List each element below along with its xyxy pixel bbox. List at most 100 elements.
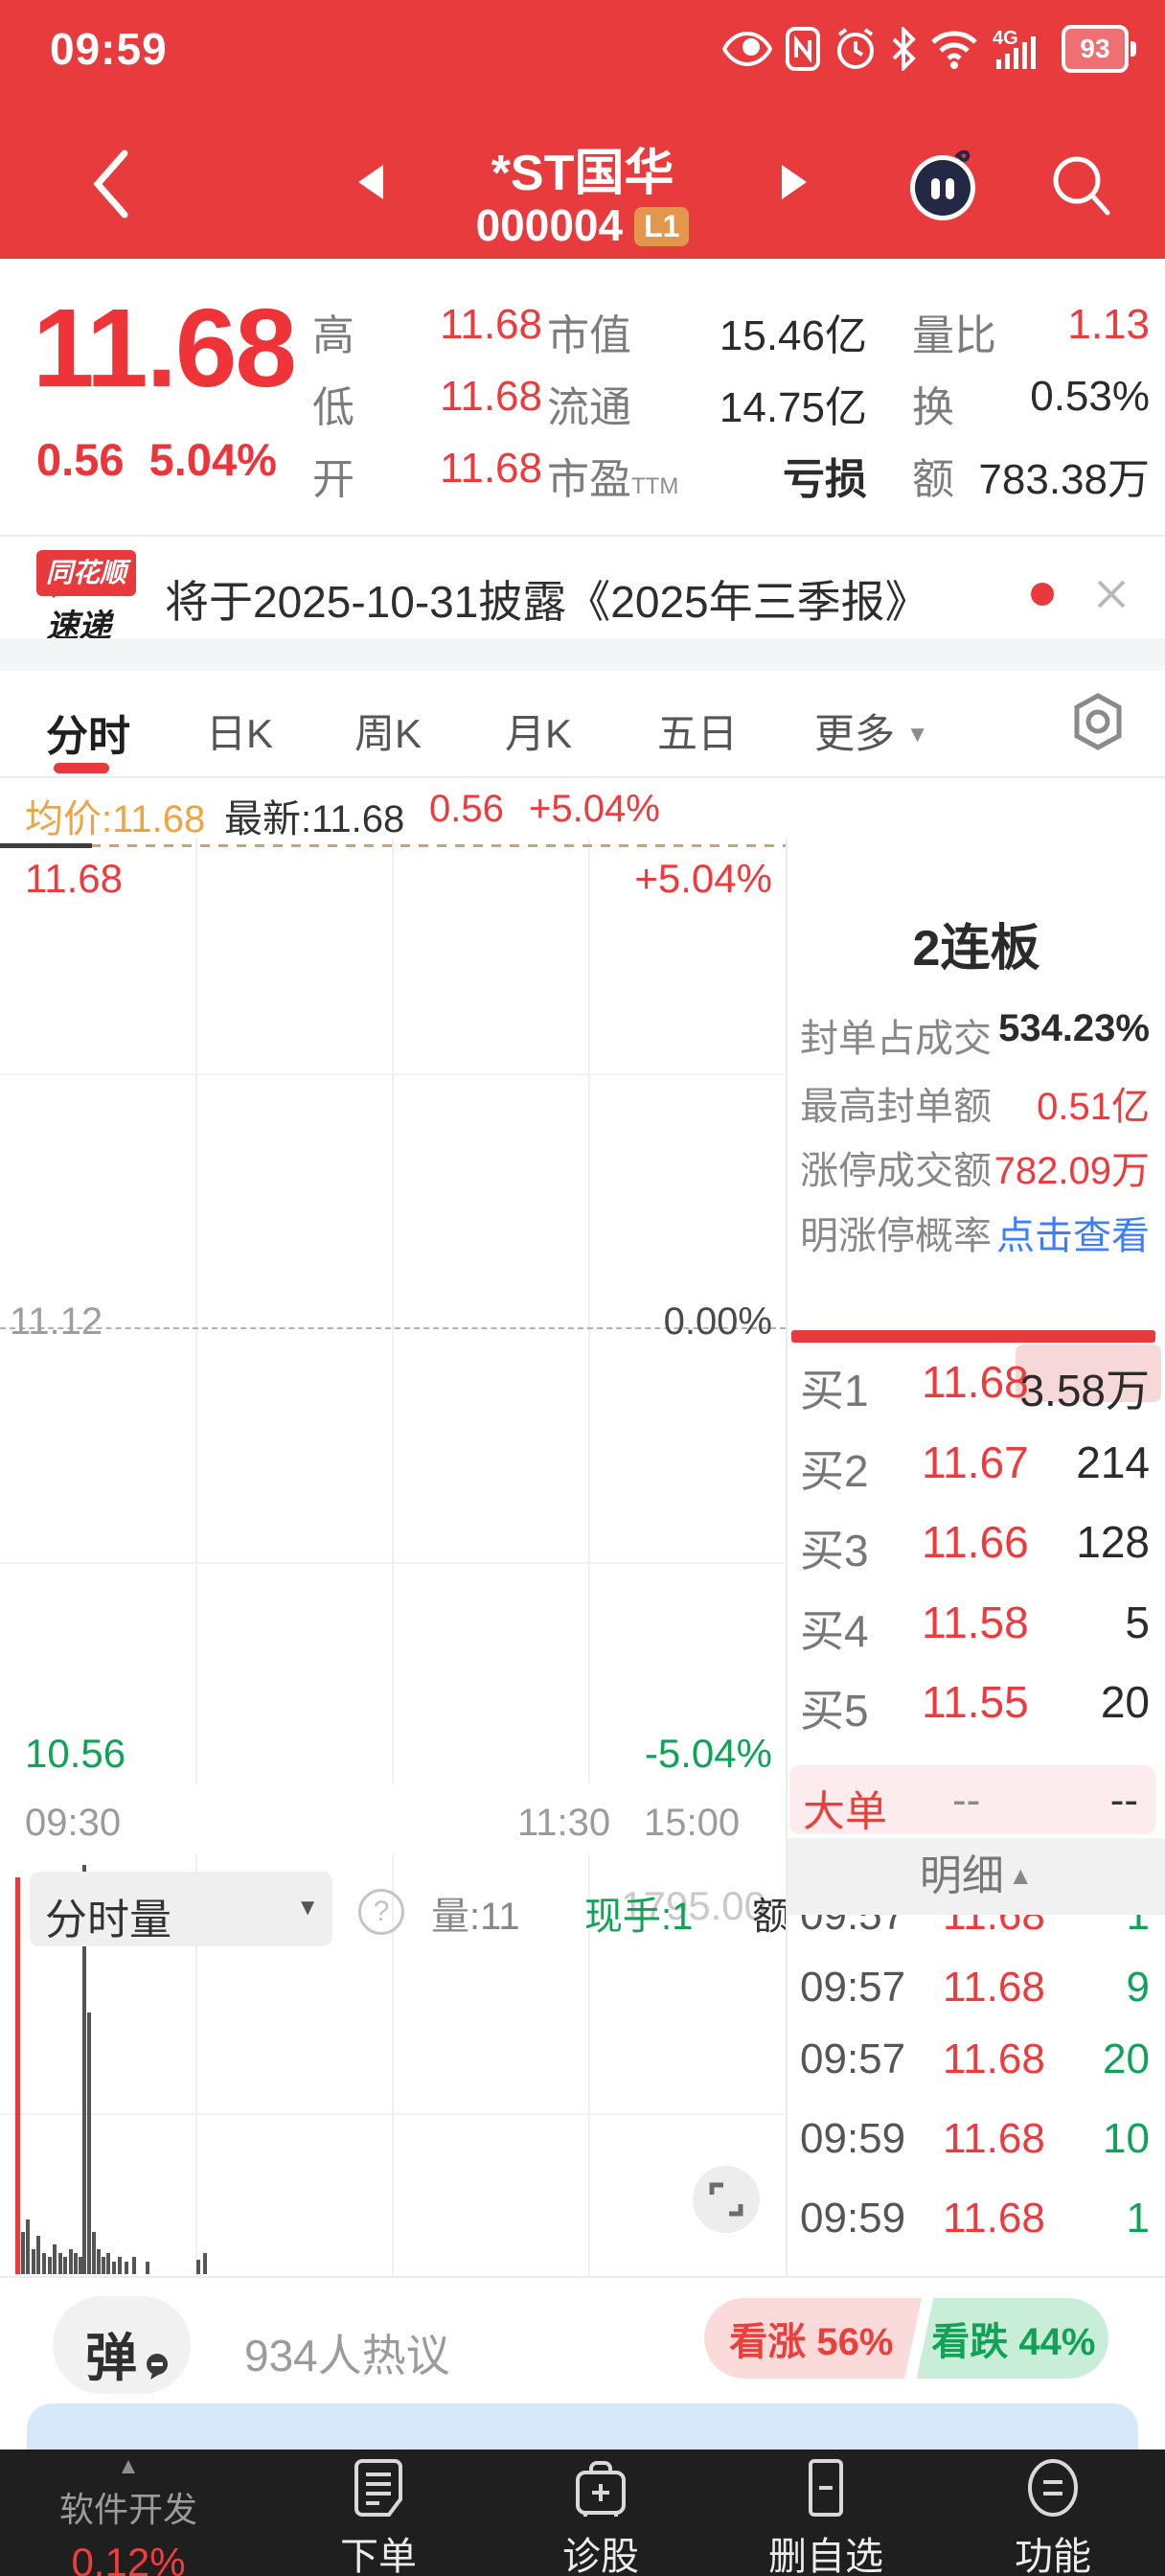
order-icon [354, 2459, 402, 2517]
volume-bar [101, 2257, 105, 2274]
tab-more[interactable]: 更多 ▼ [814, 711, 929, 756]
features-icon [1028, 2459, 1078, 2517]
bid-row-2[interactable]: 买2 11.67 214 [800, 1438, 1150, 1496]
low-value: 11.68 [440, 373, 542, 420]
open-label: 开 [312, 456, 354, 503]
caret-up-icon: ▲ [117, 2453, 140, 2479]
back-icon[interactable] [88, 146, 134, 222]
hot-discussion-count[interactable]: 934人热议 [244, 2331, 450, 2380]
max-seal-row: 最高封单额 0.51亿 [800, 1086, 1150, 1128]
l1-badge[interactable]: L1 [634, 207, 690, 246]
big-order-row[interactable]: 大单 -- -- [789, 1765, 1155, 1835]
volume-bar [105, 2253, 110, 2274]
tab-weekly[interactable]: 周K [354, 711, 423, 756]
tab-fiveday[interactable]: 五日 [657, 711, 739, 756]
volume-pane[interactable]: 1795.00 分时量 ▼ ? 量:11 现手:1 额:12848 [0, 1854, 786, 2276]
volume-stat: 量:11 [431, 1896, 520, 1938]
close-icon[interactable] [1094, 577, 1129, 611]
next-stock-icon[interactable] [782, 165, 807, 199]
chevron-down-icon: ▼ [905, 722, 929, 748]
prev-stock-icon[interactable] [358, 165, 383, 199]
high-label: 高 [312, 312, 354, 359]
detail-row[interactable]: 09:59 11.68 1 [800, 2195, 1150, 2242]
bid-row-5[interactable]: 买5 11.55 20 [800, 1677, 1150, 1736]
bottom-nav: ▲ 软件开发 0.12% 下单 诊股 删自选 功能 [0, 2450, 1165, 2576]
amount-label: 额 [912, 456, 954, 503]
search-icon[interactable] [1048, 151, 1115, 218]
turnover-label: 换 [912, 384, 954, 431]
volume-bar [69, 2248, 74, 2274]
volratio-value: 1.13 [1067, 301, 1150, 348]
last-price: 11.68 [33, 286, 297, 410]
tab-minute[interactable]: 分时 [46, 713, 130, 760]
nav-diagnose[interactable]: 诊股 [505, 2457, 697, 2576]
chevron-up-icon: ▲ [1008, 1861, 1034, 1890]
red-header-background [0, 0, 1165, 259]
next-limit-probability-row: 明涨停概率 点击查看 [788, 1205, 1165, 1258]
fullscreen-icon[interactable] [693, 2166, 760, 2233]
midline [0, 1327, 786, 1329]
detail-row[interactable]: 09:59 11.68 10 [800, 2115, 1150, 2162]
ai-robot-icon[interactable] [902, 144, 983, 224]
bid-row-1[interactable]: 买1 11.68 3.58万 [800, 1357, 1150, 1415]
alarm-icon [837, 28, 874, 69]
divider [0, 2276, 1165, 2278]
volume-bar [52, 2244, 57, 2274]
svg-text:4G: 4G [993, 28, 1018, 49]
volume-bar [35, 2236, 40, 2274]
y-mid-pct: 0.00% [663, 1300, 772, 1343]
detail-toggle[interactable]: 明细 ▲ [788, 1838, 1165, 1915]
pe-value: 亏损 [783, 456, 867, 503]
streak-title: 2连板 [912, 921, 1040, 977]
nav-remove-watchlist[interactable]: 删自选 [730, 2457, 922, 2576]
gridline [195, 839, 197, 1784]
limit-up-panel: 2连板 封单占成交 534.23% 最高封单额 0.51亿 涨停成交额 782.09万… [788, 839, 1165, 2276]
battery-icon: 93 [1062, 25, 1136, 73]
y-max-pct: +5.04% [634, 856, 772, 901]
volume-bar [57, 2253, 62, 2274]
news-banner[interactable]: 同花顺 速递 将于2025-10-31披露《2025年三季报》 [0, 539, 1165, 645]
chart-settings-icon[interactable] [1071, 692, 1125, 751]
detail-row[interactable]: 09:57 11.68 9 [800, 1964, 1150, 2011]
ths-logo: 同花顺 [36, 550, 136, 598]
volume-bar [42, 2253, 47, 2274]
gridline [0, 1562, 786, 1564]
tab-daily[interactable]: 日K [206, 711, 274, 756]
volratio-label: 量比 [912, 312, 996, 359]
volume-bar [118, 2257, 122, 2274]
sentiment-vote[interactable]: 看涨 56% 看跌 44% [704, 2298, 1108, 2379]
low-label: 低 [312, 384, 354, 431]
comment-bullet-button[interactable]: 弹 [53, 2296, 191, 2394]
indicator-selector[interactable]: 分时量 ▼ [30, 1872, 332, 1946]
intraday-chart[interactable]: 11.68 +5.04% 11.12 0.00% 10.56 -5.04% [0, 839, 786, 1784]
signal-4g-icon: 4G [993, 28, 1036, 69]
nav-features[interactable]: 功能 [957, 2457, 1149, 2576]
promo-banner[interactable] [27, 2404, 1138, 2450]
volume-bar [79, 2257, 82, 2274]
bluetooth-icon [892, 27, 916, 71]
news-text: 将于2025-10-31披露《2025年三季报》 [165, 577, 929, 627]
bullish-pill[interactable]: 看涨 56% [704, 2298, 919, 2379]
y-mid-price: 11.12 [10, 1300, 103, 1343]
gridline [195, 1854, 197, 2276]
y-max-price: 11.68 [25, 856, 123, 901]
volume-bar [125, 2261, 129, 2274]
bearish-pill[interactable]: 看跌 44% [918, 2298, 1108, 2379]
detail-row[interactable]: 09:57 11.68 20 [800, 2036, 1150, 2082]
nav-related-stock[interactable]: ▲ 软件开发 0.12% [33, 2453, 224, 2576]
remove-watch-icon [809, 2459, 843, 2517]
bid-row-3[interactable]: 买3 11.66 128 [800, 1517, 1150, 1576]
nfc-icon [786, 27, 820, 71]
volume-axis-max: 1795.00 [621, 1883, 766, 1928]
volume-bar [31, 2248, 35, 2274]
limit-amount-row: 涨停成交额 782.09万 [800, 1150, 1150, 1192]
view-link[interactable]: 点击查看 [996, 1215, 1150, 1257]
nav-place-order[interactable]: 下单 [283, 2457, 474, 2576]
help-icon[interactable]: ? [358, 1889, 404, 1935]
mktcap-label: 市值 [547, 312, 631, 359]
price-line [0, 843, 92, 848]
tab-monthly[interactable]: 月K [505, 711, 573, 756]
diagnose-icon [576, 2461, 626, 2517]
bid-row-4[interactable]: 买4 11.58 5 [800, 1598, 1150, 1656]
x-tick-noon: 11:30 [517, 1802, 611, 1844]
